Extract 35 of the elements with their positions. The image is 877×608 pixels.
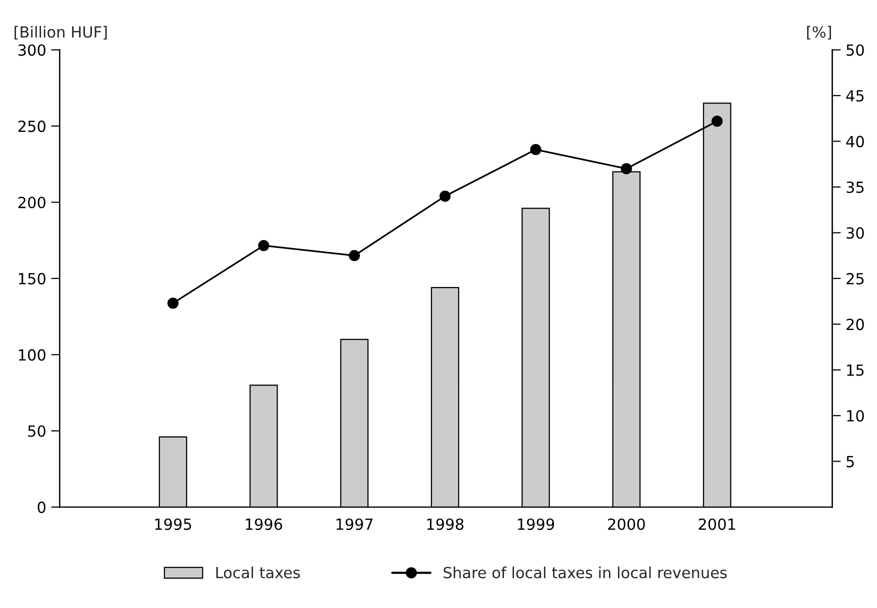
y2-tick-label: 45 [846, 90, 864, 102]
x-tick-label: 2001 [698, 518, 736, 530]
point [439, 190, 451, 202]
y-tick-label: 50 [28, 425, 46, 437]
y2-tick-label: 15 [847, 364, 864, 376]
point [530, 144, 542, 156]
x-tick-label: 1997 [336, 518, 372, 530]
y-tick-label: 150 [18, 272, 46, 284]
point [348, 250, 360, 262]
point [258, 240, 270, 252]
point [620, 163, 632, 174]
legend-label: Share of local taxes in local revenues [444, 566, 727, 578]
y-tick-label: 300 [18, 44, 46, 56]
y-tick-label: 200 [18, 196, 46, 208]
x-tick-label: 1998 [427, 518, 464, 530]
y-tick-label: 100 [18, 349, 46, 361]
x-tick-label: 1996 [246, 518, 282, 530]
y2-tick-label: 40 [846, 136, 864, 148]
y2-tick-label: 35 [846, 181, 864, 194]
x-tick-label: 2000 [608, 518, 645, 530]
point [167, 298, 179, 309]
x-tick-label: 1995 [155, 518, 192, 530]
y2-tick-label: 20 [846, 318, 864, 330]
y-tick-label: 250 [18, 120, 46, 132]
y2-tick-label: 50 [846, 44, 864, 56]
y-axis-title: [Billion HUF] [14, 26, 107, 40]
y2-axis-title: [%] [807, 26, 831, 40]
y2-tick-label: 10 [847, 410, 864, 422]
y2-tick-label: 25 [846, 272, 864, 284]
point [712, 116, 723, 127]
y-tick-label: 0 [38, 502, 46, 514]
y2-tick-label: 5 [846, 456, 854, 468]
x-tick-label: 1999 [518, 518, 554, 530]
legend-label: Local taxes [216, 566, 300, 578]
y2-tick-label: 30 [846, 227, 864, 239]
